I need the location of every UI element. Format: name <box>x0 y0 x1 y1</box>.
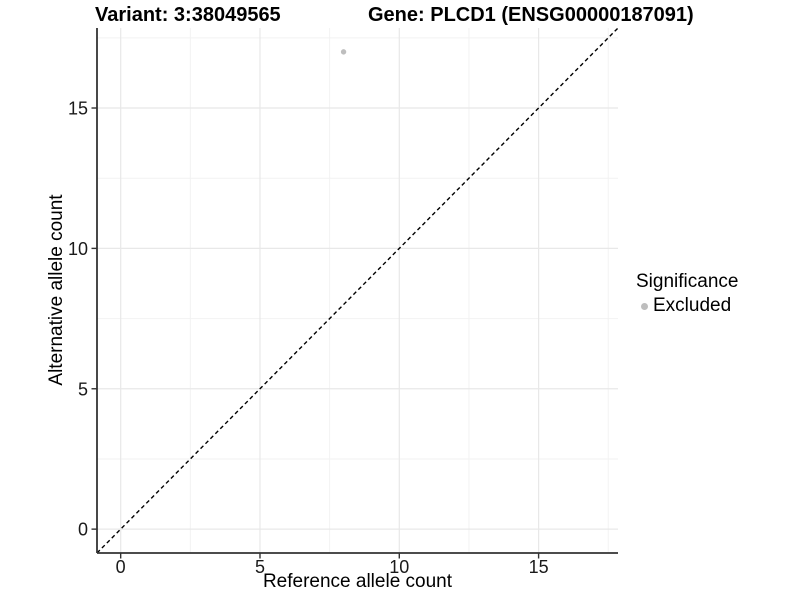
x-axis-label: Reference allele count <box>262 571 453 592</box>
legend-item-excluded: Excluded <box>636 295 738 317</box>
legend-item-label: Excluded <box>653 295 732 316</box>
variant-title: Variant: 3:38049565 <box>95 4 281 26</box>
y-tick-label: 10 <box>68 239 88 259</box>
x-tick-label: 15 <box>529 557 549 577</box>
legend-key <box>636 302 653 310</box>
legend: Significance Excluded <box>636 271 738 317</box>
data-point <box>340 49 347 55</box>
x-tick-label: 10 <box>389 557 409 577</box>
y-tick-label: 5 <box>78 379 88 399</box>
identity-line <box>96 27 619 554</box>
x-tick-label: 0 <box>116 557 126 577</box>
legend-title: Significance <box>636 271 739 292</box>
gene-title: Gene: PLCD1 (ENSG00000187091) <box>368 4 694 26</box>
y-tick-label: 15 <box>68 99 88 119</box>
plot-title: Variant: 3:38049565 Gene: PLCD1 (ENSG000… <box>0 4 800 30</box>
excluded-point-icon <box>641 302 648 310</box>
y-tick-label: 0 <box>78 520 88 540</box>
x-tick-label: 5 <box>255 557 265 577</box>
y-axis-label: Alternative allele count <box>46 194 67 386</box>
